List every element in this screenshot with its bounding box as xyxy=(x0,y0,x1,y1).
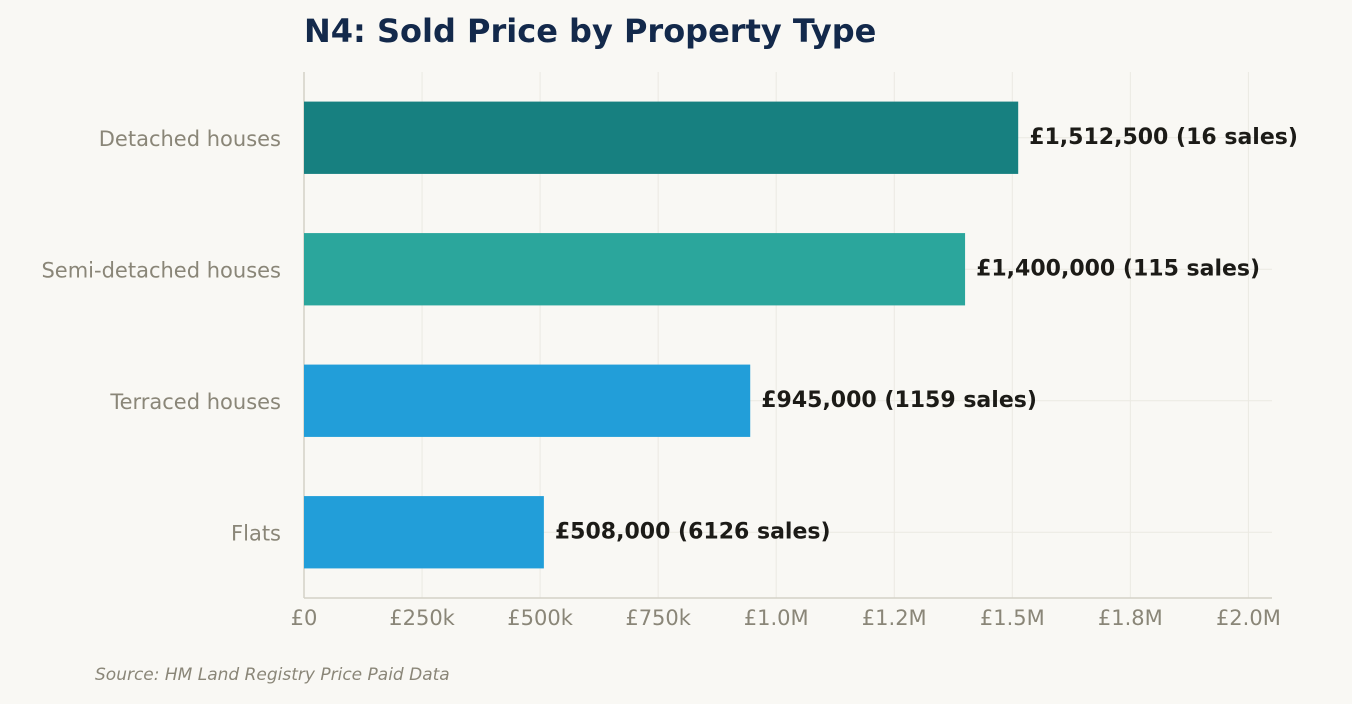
x-tick-label: £1.2M xyxy=(862,606,927,630)
chart-title: N4: Sold Price by Property Type xyxy=(304,12,877,50)
bar xyxy=(304,496,544,569)
category-label: Terraced houses xyxy=(109,390,281,414)
data-label: £945,000 (1159 sales) xyxy=(761,388,1037,413)
category-label: Detached houses xyxy=(99,127,281,151)
category-label: Flats xyxy=(231,521,281,545)
bar xyxy=(304,364,751,437)
x-tick-label: £1.8M xyxy=(1098,606,1163,630)
x-tick-label: £750k xyxy=(625,606,691,630)
x-tick-label: £1.0M xyxy=(744,606,809,630)
x-tick-label: £0 xyxy=(291,606,318,630)
bars xyxy=(304,101,1019,569)
data-label: £1,400,000 (115 sales) xyxy=(976,256,1260,281)
bar xyxy=(304,101,1019,174)
x-tick-label: £500k xyxy=(507,606,573,630)
data-label: £508,000 (6126 sales) xyxy=(555,519,831,544)
x-tick-label: £1.5M xyxy=(980,606,1045,630)
x-tick-label: £2.0M xyxy=(1216,606,1281,630)
category-label: Semi-detached houses xyxy=(41,258,281,282)
bar xyxy=(304,233,966,306)
data-label: £1,512,500 (16 sales) xyxy=(1029,125,1298,150)
labels: £0 £250k £500k £750k £1.0M £1.2M £1.5M £1.8M £2.… xyxy=(41,125,1297,630)
source-note: Source: HM Land Registry Price Paid Data xyxy=(95,665,450,685)
x-tick-label: £250k xyxy=(389,606,455,630)
